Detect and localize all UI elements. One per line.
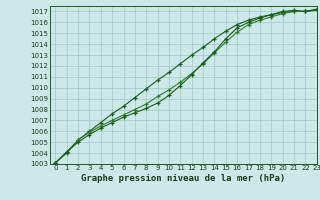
X-axis label: Graphe pression niveau de la mer (hPa): Graphe pression niveau de la mer (hPa) <box>81 174 285 183</box>
